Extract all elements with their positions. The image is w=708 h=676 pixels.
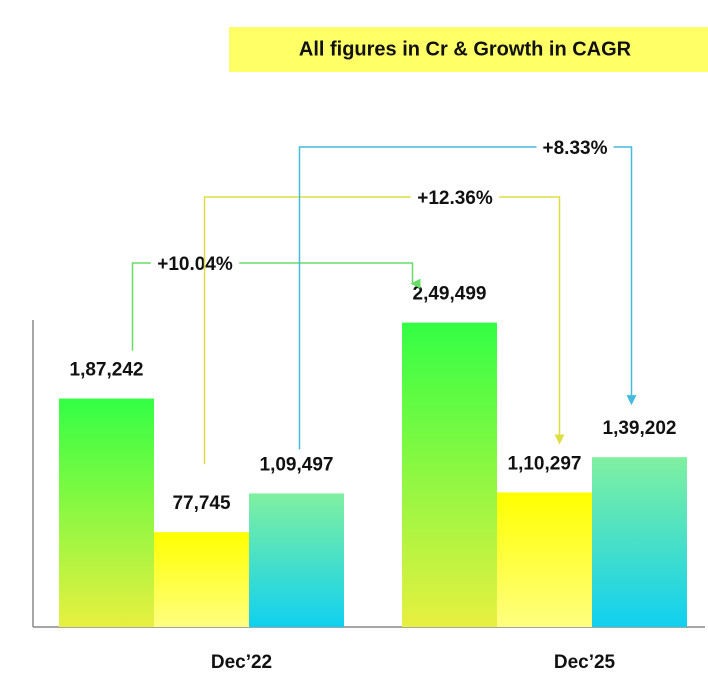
growth-label-bg	[150, 250, 240, 276]
growth-arrow	[131, 262, 421, 351]
growth-label: +10.04%	[157, 254, 233, 275]
value-label: 1,87,242	[70, 360, 144, 381]
growth-arrow	[203, 196, 565, 465]
value-label: 1,10,297	[508, 453, 582, 474]
growth-label: +12.36%	[417, 188, 493, 209]
value-label: 1,09,497	[260, 454, 334, 475]
x-tick-label: Dec’22	[211, 652, 272, 673]
bar	[592, 457, 687, 627]
bar	[402, 322, 497, 627]
growth-label: +8.33%	[543, 138, 608, 159]
bar	[59, 398, 154, 627]
value-label: 1,39,202	[603, 418, 677, 439]
value-label: 77,745	[172, 493, 231, 514]
x-tick-label: Dec’25	[554, 652, 616, 673]
growth-arrow	[298, 146, 637, 450]
bar	[249, 493, 344, 627]
bar	[154, 532, 249, 627]
growth-label-bg	[536, 134, 614, 160]
growth-label-bg	[410, 184, 500, 210]
subtitle: All figures in Cr & Growth in CAGR	[299, 38, 632, 60]
value-label: 2,49,499	[413, 284, 487, 305]
subtitle-box	[229, 27, 708, 72]
bar	[497, 492, 592, 627]
